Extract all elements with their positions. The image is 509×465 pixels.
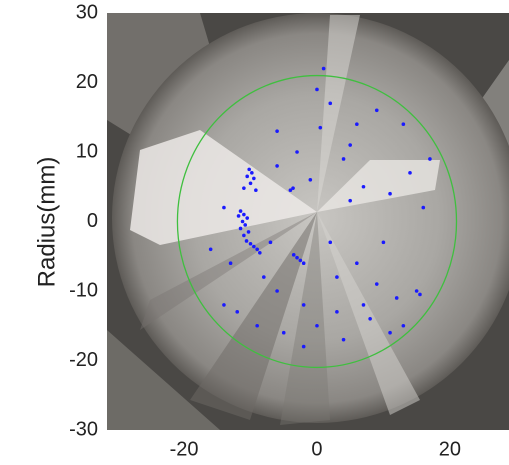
scatter-point xyxy=(361,184,366,189)
scatter-point xyxy=(252,244,256,249)
scatter-point xyxy=(428,157,432,161)
scatter-point xyxy=(301,261,306,266)
photo-background xyxy=(107,13,509,430)
scatter-point xyxy=(222,205,226,210)
scatter-point xyxy=(281,330,286,335)
scatter-point xyxy=(335,310,339,314)
scatter-point xyxy=(301,303,306,307)
scatter-point xyxy=(238,209,243,213)
scatter-point xyxy=(308,178,313,182)
scatter-point xyxy=(301,344,306,349)
scatter-point xyxy=(291,186,295,190)
scatter-point xyxy=(228,261,233,266)
scatter-point xyxy=(250,171,254,175)
scatter-point xyxy=(348,198,352,203)
scatter-point xyxy=(262,275,266,279)
scatter-point xyxy=(275,164,279,168)
scatter-point xyxy=(247,167,251,172)
y-tick-label: 0 xyxy=(87,210,98,232)
scatter-point xyxy=(252,176,256,181)
scatter-point xyxy=(341,337,346,342)
scatter-point xyxy=(240,219,245,224)
scatter-point xyxy=(245,216,250,220)
scatter-point xyxy=(243,223,248,227)
scatter-point xyxy=(421,205,426,210)
reference-circle xyxy=(176,74,458,369)
scatter-point xyxy=(255,247,259,252)
scatter-point xyxy=(254,188,258,193)
y-axis-label: Radius(mm) xyxy=(33,157,60,288)
scatter-point xyxy=(361,303,366,307)
scatter-point xyxy=(328,101,333,106)
scatter-point xyxy=(318,125,323,130)
scatter-point xyxy=(418,292,422,297)
scatter-point xyxy=(248,181,253,186)
scatter-point xyxy=(244,239,249,243)
scatter-point xyxy=(208,247,213,252)
scatter-point xyxy=(374,282,379,286)
scatter-point xyxy=(401,122,406,126)
x-tick-label: 0 xyxy=(311,438,322,460)
scatter-point xyxy=(248,241,253,246)
scatter-point xyxy=(335,275,339,279)
scatter-point xyxy=(255,323,259,328)
scatter-point xyxy=(295,150,299,154)
scatter-point xyxy=(315,87,319,92)
scatter-point xyxy=(328,240,333,245)
scatter-point xyxy=(414,289,419,293)
scatter-point xyxy=(321,66,326,71)
scatter-point xyxy=(341,157,346,161)
scatter-point xyxy=(408,171,412,175)
scatter-point xyxy=(258,250,262,255)
scatter-point xyxy=(374,108,379,113)
scatter-point xyxy=(348,143,352,147)
scatter-point xyxy=(315,323,319,328)
scatter-point xyxy=(268,240,273,245)
scatter-point xyxy=(394,296,399,300)
scatter-point xyxy=(242,186,246,190)
x-tick-label: -20 xyxy=(170,438,199,460)
scatter-point xyxy=(245,174,250,179)
scatter-point xyxy=(355,122,359,126)
scatter-point xyxy=(288,188,293,193)
scatter-point xyxy=(381,240,386,245)
x-tick-label: 20 xyxy=(439,438,461,460)
scatter-point xyxy=(401,323,406,328)
scatter-point xyxy=(388,330,392,335)
y-tick-label: -20 xyxy=(69,349,98,371)
scatter-point xyxy=(298,258,303,263)
y-tick-label: -30 xyxy=(69,418,98,440)
y-tick-label: 10 xyxy=(76,140,98,162)
y-tick-label: 30 xyxy=(76,1,98,23)
scatter-point xyxy=(236,214,241,218)
scatter-point xyxy=(275,129,279,133)
scatter-point xyxy=(291,253,296,257)
scatter-point xyxy=(368,317,372,321)
scatter-point xyxy=(242,233,246,238)
scatter-point xyxy=(235,310,240,314)
scatter-point xyxy=(222,303,226,307)
scatter-point xyxy=(355,261,359,266)
scatter-point xyxy=(242,212,246,217)
scatter-point xyxy=(238,226,243,231)
y-tick-label: 20 xyxy=(76,71,98,93)
scatter-point xyxy=(388,191,392,196)
scatter-point xyxy=(246,230,251,234)
scatter-point xyxy=(275,289,279,293)
scatter-point xyxy=(295,255,299,260)
y-tick-label: -10 xyxy=(69,279,98,301)
